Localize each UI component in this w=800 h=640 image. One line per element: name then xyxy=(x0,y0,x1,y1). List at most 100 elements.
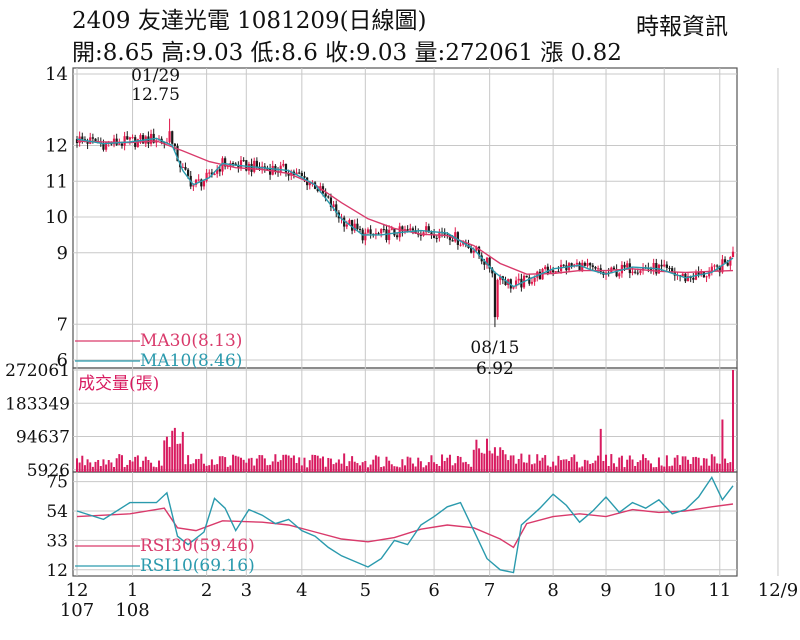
candle-body xyxy=(570,263,573,267)
candle-body xyxy=(184,166,187,170)
candle-body xyxy=(245,160,248,171)
candle-body xyxy=(205,172,208,181)
volume-bar xyxy=(634,465,637,472)
volume-bar xyxy=(364,460,367,472)
volume-bar xyxy=(467,464,470,472)
candle-body xyxy=(224,158,227,167)
volume-bar xyxy=(118,454,121,472)
candle-body xyxy=(282,163,285,166)
volume-bar xyxy=(332,464,335,472)
x-tick-label: 3 xyxy=(241,580,252,601)
volume-bar xyxy=(729,462,732,472)
volume-bar xyxy=(237,456,240,472)
candle-body xyxy=(639,270,642,274)
volume-bar xyxy=(538,460,541,472)
volume-bar xyxy=(303,457,306,472)
volume-bar xyxy=(605,454,608,472)
volume-bar xyxy=(337,459,340,472)
candle-body xyxy=(194,179,198,185)
candle-body xyxy=(118,143,121,145)
volume-bar xyxy=(475,439,478,472)
volume-bar xyxy=(419,461,422,472)
rsi-tick-label: 12 xyxy=(46,561,68,581)
x-tick-label: 4 xyxy=(296,580,307,601)
volume-bar xyxy=(102,459,105,472)
candle-body xyxy=(409,228,412,231)
volume-bar xyxy=(213,464,216,472)
rsi30-legend: RSI30(59.46) xyxy=(140,536,255,556)
volume-bar xyxy=(586,460,589,472)
candle-body xyxy=(554,271,557,273)
volume-bar xyxy=(308,460,311,472)
volume-bar xyxy=(597,455,600,472)
volume-bar xyxy=(205,465,208,472)
volume-bar xyxy=(578,467,581,472)
candle-body xyxy=(626,263,629,268)
volume-bar xyxy=(319,458,322,472)
indicator-lines xyxy=(76,137,734,574)
candle-body xyxy=(89,137,92,144)
candle-body xyxy=(181,166,184,168)
candle-body xyxy=(94,138,97,143)
candle-body xyxy=(665,264,668,268)
volume-bar xyxy=(390,464,393,472)
candle-body xyxy=(197,179,200,181)
volume-bar xyxy=(340,463,343,472)
volume-bar xyxy=(668,466,671,472)
candle-body xyxy=(594,266,597,269)
x-tick-label: 2 xyxy=(201,580,212,601)
volume-bar xyxy=(131,461,134,472)
volume-bar xyxy=(128,460,131,472)
volume-bar xyxy=(676,455,679,472)
price-tick-label: 6 xyxy=(57,350,68,371)
volume-bar xyxy=(713,456,716,472)
candle-body xyxy=(142,135,145,144)
price-tick-label: 14 xyxy=(45,64,68,85)
volume-bar xyxy=(247,458,250,472)
volume-bar xyxy=(195,459,198,472)
volume-bar xyxy=(462,462,465,472)
volume-bar xyxy=(700,465,703,472)
candle-body xyxy=(552,270,555,273)
candle-body xyxy=(231,162,235,164)
volume-bar xyxy=(438,465,441,472)
candle-body xyxy=(388,229,391,241)
candle-body xyxy=(332,204,335,208)
candle-body xyxy=(618,273,621,277)
candle-body xyxy=(102,142,105,150)
rsi10-line xyxy=(76,475,734,574)
volume-bar xyxy=(115,458,118,472)
candle-body xyxy=(290,171,293,176)
volume-bar xyxy=(274,454,277,472)
candle-body xyxy=(131,137,134,139)
volume-bar xyxy=(610,454,613,472)
candle-body xyxy=(398,226,401,238)
volume-bar xyxy=(509,455,512,472)
volume-bar xyxy=(602,460,605,472)
candle-body xyxy=(374,233,378,235)
volume-bar xyxy=(523,462,526,472)
candle-body xyxy=(316,188,319,192)
x-tick-label: 11 xyxy=(708,580,731,601)
volume-bar xyxy=(650,463,652,472)
candle-body xyxy=(176,145,179,162)
volume-bar xyxy=(546,465,549,472)
volume-bar xyxy=(366,467,369,472)
volume-bar xyxy=(99,466,102,472)
high-value-label: 12.75 xyxy=(131,85,180,105)
rsi30-line xyxy=(76,503,734,549)
volume-bar xyxy=(144,456,147,472)
candle-body xyxy=(464,242,467,245)
candle-body xyxy=(200,179,203,187)
quote-line: 開:8.65 高:9.03 低:8.6 收:9.03 量:272061 漲 0.… xyxy=(72,40,622,66)
volume-bar xyxy=(369,464,372,472)
candle-body xyxy=(538,271,542,280)
candle-body xyxy=(202,180,206,187)
candle-body xyxy=(104,142,108,150)
volume-bar xyxy=(628,455,631,472)
volume-bar xyxy=(290,457,293,472)
ma30-legend: MA30(8.13) xyxy=(140,331,242,351)
volume-bar xyxy=(541,457,544,472)
high-date-label: 01/29 xyxy=(131,66,180,86)
